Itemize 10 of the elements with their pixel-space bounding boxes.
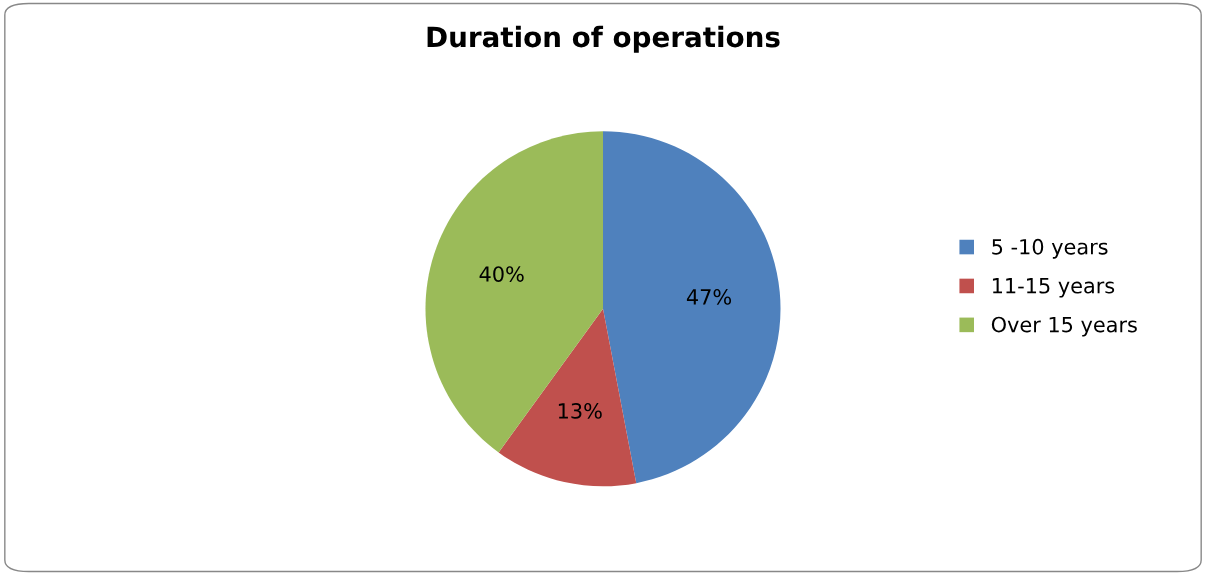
legend-label: Over 15 years (991, 316, 1137, 337)
pie-slice (425, 131, 603, 453)
data-label: 13% (558, 403, 602, 419)
data-label: 47% (686, 289, 732, 305)
pie-slice (498, 308, 637, 487)
pie-slice (603, 131, 781, 484)
data-label: 40% (479, 266, 524, 282)
legend-label: 11-15 years (992, 278, 1115, 298)
legend-label: 5 -10 years (992, 238, 1108, 259)
chart-title: Duration of operations (427, 25, 780, 53)
